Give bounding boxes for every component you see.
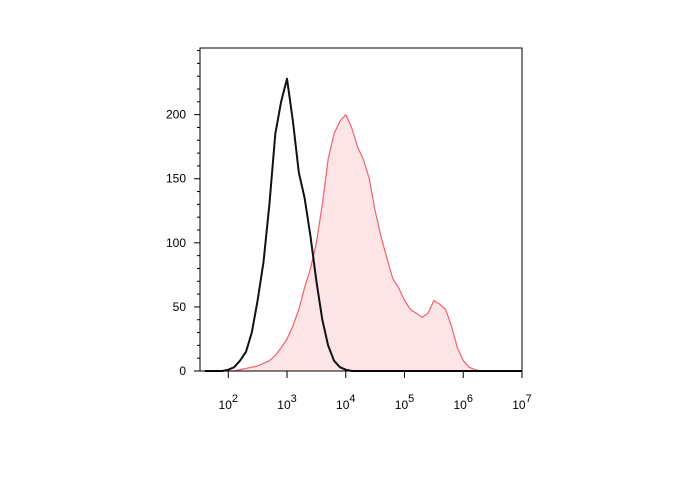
x-tick-label: 106 [454, 393, 473, 412]
x-tick-power: 3 [291, 393, 297, 405]
y-tick-label: 0 [179, 364, 186, 378]
x-tick-base: 10 [454, 398, 468, 412]
series-line [204, 114, 522, 372]
x-tick-base: 10 [277, 398, 291, 412]
x-tick-power: 2 [232, 393, 238, 405]
y-tick-label: 50 [173, 300, 187, 314]
plot-frame [199, 47, 523, 372]
x-tick-power: 4 [349, 393, 355, 405]
x-tick-power: 6 [467, 393, 473, 405]
y-tick-label: 100 [166, 236, 186, 250]
y-tick-label: 150 [166, 172, 186, 186]
x-tick-base: 10 [219, 398, 233, 412]
x-tick-label: 104 [336, 393, 355, 412]
x-tick-power: 5 [408, 393, 414, 405]
x-tick-label: 103 [277, 393, 296, 412]
x-tick-base: 10 [336, 398, 350, 412]
x-tick-base: 10 [512, 398, 526, 412]
x-tick-base: 10 [395, 398, 409, 412]
x-tick-label: 102 [219, 393, 238, 412]
y-tick-label: 200 [166, 108, 186, 122]
x-tick-power: 7 [526, 393, 532, 405]
x-tick-label: 107 [512, 393, 531, 412]
x-tick-label: 105 [395, 393, 414, 412]
